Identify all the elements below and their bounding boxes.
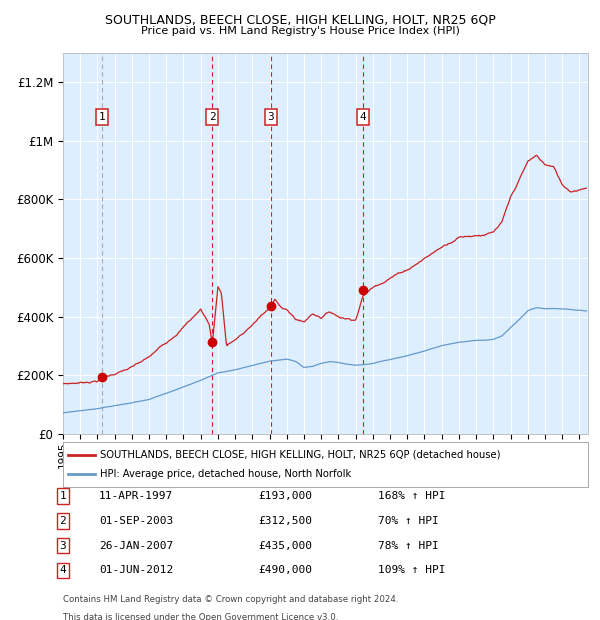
Text: 01-JUN-2012: 01-JUN-2012 <box>99 565 173 575</box>
Text: 4: 4 <box>59 565 67 575</box>
Text: 168% ↑ HPI: 168% ↑ HPI <box>378 491 445 501</box>
Text: 26-JAN-2007: 26-JAN-2007 <box>99 541 173 551</box>
Text: This data is licensed under the Open Government Licence v3.0.: This data is licensed under the Open Gov… <box>63 613 338 620</box>
Text: 109% ↑ HPI: 109% ↑ HPI <box>378 565 445 575</box>
Text: 1: 1 <box>99 112 106 122</box>
Text: £490,000: £490,000 <box>258 565 312 575</box>
Text: SOUTHLANDS, BEECH CLOSE, HIGH KELLING, HOLT, NR25 6QP (detached house): SOUTHLANDS, BEECH CLOSE, HIGH KELLING, H… <box>100 450 500 459</box>
Text: £193,000: £193,000 <box>258 491 312 501</box>
Text: £312,500: £312,500 <box>258 516 312 526</box>
Text: 01-SEP-2003: 01-SEP-2003 <box>99 516 173 526</box>
Text: 2: 2 <box>209 112 215 122</box>
Text: 1: 1 <box>59 491 67 501</box>
Text: 11-APR-1997: 11-APR-1997 <box>99 491 173 501</box>
Text: 2: 2 <box>59 516 67 526</box>
Text: SOUTHLANDS, BEECH CLOSE, HIGH KELLING, HOLT, NR25 6QP: SOUTHLANDS, BEECH CLOSE, HIGH KELLING, H… <box>104 14 496 27</box>
Text: 78% ↑ HPI: 78% ↑ HPI <box>378 541 439 551</box>
Text: HPI: Average price, detached house, North Norfolk: HPI: Average price, detached house, Nort… <box>100 469 351 479</box>
Text: 3: 3 <box>59 541 67 551</box>
Text: Price paid vs. HM Land Registry's House Price Index (HPI): Price paid vs. HM Land Registry's House … <box>140 26 460 36</box>
Text: £435,000: £435,000 <box>258 541 312 551</box>
Text: 4: 4 <box>359 112 366 122</box>
Text: 70% ↑ HPI: 70% ↑ HPI <box>378 516 439 526</box>
Text: 3: 3 <box>268 112 274 122</box>
Text: Contains HM Land Registry data © Crown copyright and database right 2024.: Contains HM Land Registry data © Crown c… <box>63 595 398 604</box>
